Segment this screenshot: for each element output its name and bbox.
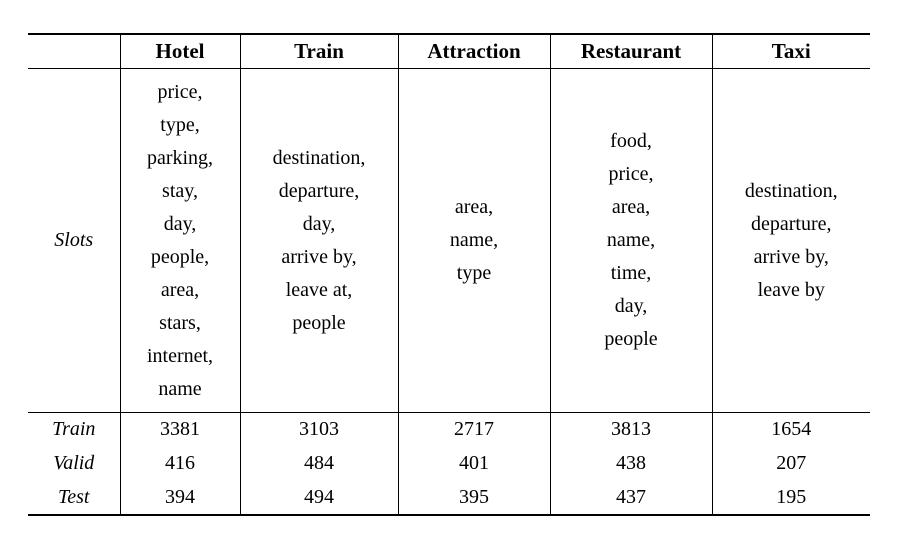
slot-item: price, xyxy=(157,80,203,103)
slot-item: time, xyxy=(610,262,652,284)
count-train-taxi: 1654 xyxy=(711,412,870,447)
slot-item: leave by xyxy=(757,278,825,301)
slot-item: leave at, xyxy=(285,278,353,301)
count-test-hotel: 394 xyxy=(119,480,240,515)
count-test-restaurant: 437 xyxy=(549,480,712,515)
count-test-taxi: 195 xyxy=(711,480,870,515)
dataset-statistics-table: Hotel Train Attraction Restaurant Taxi S… xyxy=(28,33,870,516)
header-row: Hotel Train Attraction Restaurant Taxi xyxy=(28,34,870,69)
count-row-train: Train 3381 3103 2717 3813 1654 xyxy=(28,412,870,447)
slot-item: internet, xyxy=(146,344,214,367)
slot-item: name, xyxy=(449,229,499,251)
column-header-restaurant: Restaurant xyxy=(549,34,712,69)
slots-row: Slots price, type, parking, stay, day, people… xyxy=(28,68,870,413)
slots-restaurant: food, price, area, name, time, day, people xyxy=(549,68,712,413)
row-label-test: Test xyxy=(57,485,90,508)
count-test-train: 494 xyxy=(239,480,398,515)
slot-item: type, xyxy=(160,113,200,136)
slot-item: destination, xyxy=(272,146,366,169)
slot-item: day, xyxy=(302,212,336,235)
slot-item: stars, xyxy=(159,311,201,334)
column-header-train: Train xyxy=(239,34,398,69)
count-valid-train: 484 xyxy=(239,446,398,481)
slots-hotel: price, type, parking, stay, day, people, area,… xyxy=(119,68,240,413)
count-valid-hotel: 416 xyxy=(119,446,240,481)
count-test-attraction: 395 xyxy=(397,480,550,515)
slots-attraction: area, name, type xyxy=(397,68,550,413)
slot-item: arrive by, xyxy=(281,245,357,268)
column-header-attraction: Attraction xyxy=(397,34,550,69)
slot-item: price, xyxy=(608,163,654,185)
row-label-slots: Slots xyxy=(54,229,94,251)
slot-item: area, xyxy=(160,278,200,301)
slot-item: arrive by, xyxy=(753,245,829,268)
count-valid-taxi: 207 xyxy=(711,446,870,481)
slot-item: people xyxy=(292,311,346,334)
count-valid-restaurant: 438 xyxy=(549,446,712,481)
slots-train: destination, departure, day, arrive by, leav… xyxy=(239,68,398,413)
slot-item: stay, xyxy=(162,179,198,202)
count-row-valid: Valid 416 484 401 438 207 xyxy=(28,446,870,481)
column-header-hotel: Hotel xyxy=(119,34,240,69)
slot-item: name, xyxy=(606,229,656,251)
slots-taxi: destination, departure, arrive by, leave by xyxy=(711,68,870,413)
corner-cell xyxy=(28,34,120,69)
slot-item: name xyxy=(158,377,202,400)
count-row-test: Test 394 494 395 437 195 xyxy=(28,480,870,515)
slot-item: day, xyxy=(163,212,197,235)
slot-item: departure, xyxy=(750,212,832,235)
slot-item: type xyxy=(456,262,492,284)
count-train-train: 3103 xyxy=(239,412,398,447)
slot-item: area, xyxy=(611,196,651,218)
slot-item: destination, xyxy=(744,179,838,202)
slot-item: people xyxy=(604,328,658,350)
count-train-restaurant: 3813 xyxy=(549,412,712,447)
slot-item: departure, xyxy=(278,179,360,202)
row-label-train: Train xyxy=(52,418,96,441)
slot-item: area, xyxy=(454,196,494,218)
slot-item: food, xyxy=(610,130,652,152)
count-train-attraction: 2717 xyxy=(397,412,550,447)
column-header-taxi: Taxi xyxy=(711,34,870,69)
row-label-valid: Valid xyxy=(53,452,95,474)
slot-item: parking, xyxy=(146,146,214,169)
slot-item: people, xyxy=(150,245,210,268)
slot-item: day, xyxy=(614,295,648,317)
count-valid-attraction: 401 xyxy=(397,446,550,481)
count-train-hotel: 3381 xyxy=(119,412,240,447)
